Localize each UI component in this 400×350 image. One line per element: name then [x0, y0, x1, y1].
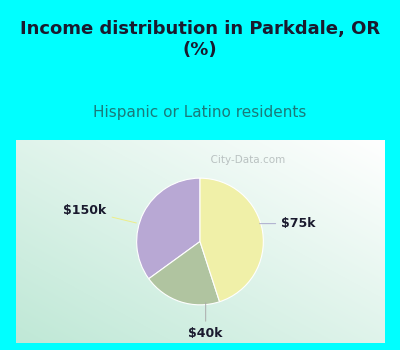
- Text: Hispanic or Latino residents: Hispanic or Latino residents: [93, 105, 307, 119]
- Text: $75k: $75k: [260, 217, 316, 230]
- Text: City-Data.com: City-Data.com: [204, 155, 285, 165]
- Text: $40k: $40k: [188, 303, 223, 340]
- Text: $150k: $150k: [63, 204, 136, 223]
- Wedge shape: [149, 241, 220, 305]
- Wedge shape: [137, 178, 200, 279]
- Text: Income distribution in Parkdale, OR
(%): Income distribution in Parkdale, OR (%): [20, 20, 380, 58]
- Wedge shape: [200, 178, 263, 302]
